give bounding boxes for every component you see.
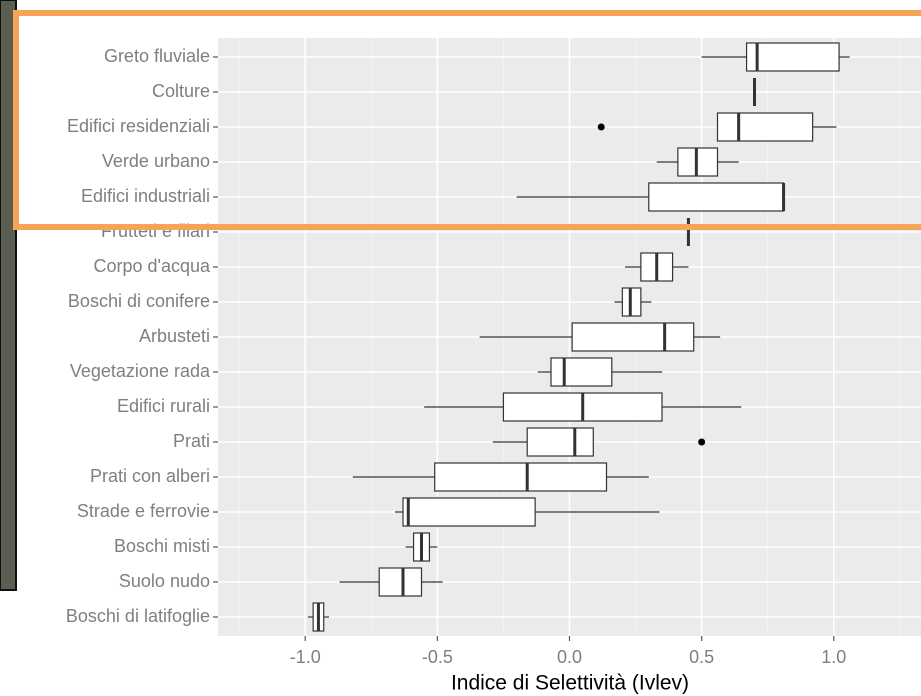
y-tick-label: Verde urbano: [102, 151, 210, 171]
y-tick-label: Edifici residenziali: [67, 116, 210, 136]
box: [526, 427, 594, 457]
y-tick-label: Frutteti e filari: [101, 221, 210, 241]
outlier: [698, 438, 706, 446]
y-tick-label: Corpo d'acqua: [93, 256, 211, 276]
box: [434, 462, 608, 492]
box: [716, 112, 814, 142]
box: [648, 182, 785, 212]
box: [550, 357, 613, 387]
outlier: [597, 123, 605, 131]
box: [378, 567, 423, 597]
y-tick-label: Strade e ferrovie: [77, 501, 210, 521]
y-tick-label: Suolo nudo: [119, 571, 210, 591]
y-tick-label: Prati: [173, 431, 210, 451]
x-tick-label: 0.0: [557, 647, 582, 667]
x-axis-title: Indice di Selettività (Ivlev): [451, 672, 689, 695]
plot: -1.0 -0.5 0.0 0.5 1.0 Greto fluviale Colture Ed…: [66, 38, 921, 667]
y-tick-label: Arbusteti: [139, 326, 210, 346]
x-tick-label: 0.5: [689, 647, 714, 667]
box: [745, 42, 840, 72]
y-tick-label: Boschi misti: [114, 536, 210, 556]
y-tick-label: Edifici rurali: [117, 396, 210, 416]
x-tick-label: -0.5: [422, 647, 453, 667]
y-tick-label: Vegetazione rada: [70, 361, 211, 381]
box: [402, 497, 536, 527]
background-map: [0, 0, 17, 591]
box: [571, 322, 695, 352]
y-tick-label: Boschi di conifere: [68, 291, 210, 311]
y-tick-label: Colture: [152, 81, 210, 101]
x-tick-label: -1.0: [290, 647, 321, 667]
y-tick-label: Boschi di latifoglie: [66, 606, 210, 626]
highlight-box: [13, 10, 921, 230]
x-tick-label: 1.0: [821, 647, 846, 667]
y-tick-label: Greto fluviale: [104, 46, 210, 66]
y-tick-label: Edifici industriali: [81, 186, 210, 206]
y-tick-label: Prati con alberi: [90, 466, 210, 486]
